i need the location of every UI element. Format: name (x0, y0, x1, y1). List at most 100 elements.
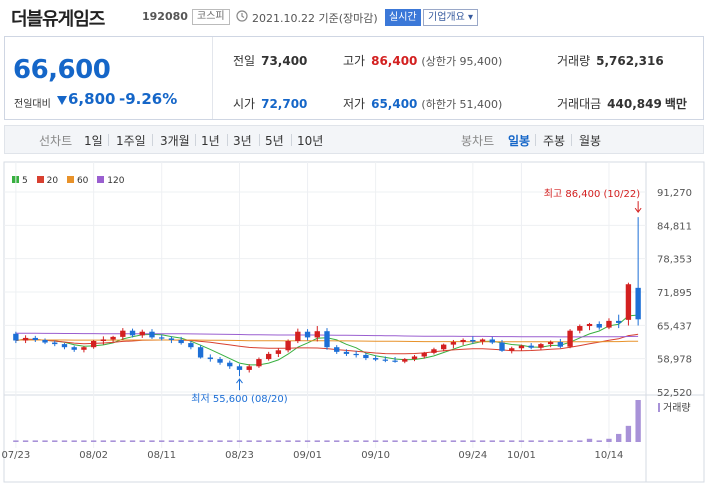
legend-ma120: 120 (97, 176, 124, 186)
tab-1week[interactable]: 1주일 (116, 134, 146, 148)
divider (227, 134, 228, 146)
upper-limit: (상한가 95,400) (421, 55, 503, 68)
candle-body (22, 337, 29, 341)
volume-bar (547, 440, 554, 442)
candle-body (217, 359, 223, 363)
tab-daily[interactable]: 일봉 (508, 134, 531, 148)
volume-bar (13, 440, 19, 442)
divider (259, 134, 260, 146)
x-tick-label: 09/10 (361, 450, 390, 461)
candle-body (372, 358, 379, 360)
volume-bar (606, 438, 612, 442)
volume-bar (470, 440, 476, 442)
candle-body (411, 356, 418, 360)
clock-icon (236, 10, 248, 22)
high-arrow (634, 201, 642, 213)
legend-ma60-label: 60 (76, 176, 89, 186)
volume-value: 5,762,316 (596, 54, 664, 68)
candle-body (431, 349, 437, 353)
tab-3year[interactable]: 3년 (233, 134, 252, 148)
candle-body (295, 331, 301, 342)
volume-bar (314, 440, 320, 442)
low-arrow (236, 378, 243, 391)
x-tick-label: 08/11 (147, 450, 176, 461)
candle-body (52, 342, 58, 345)
candle-body (596, 323, 602, 328)
candle-body (343, 351, 350, 354)
low-label: 저가 (343, 97, 366, 111)
candle-body (577, 326, 583, 331)
candle-body (489, 339, 495, 343)
volume-bar (557, 440, 564, 442)
volume-bar (334, 440, 340, 442)
x-tick-label: 07/23 (1, 450, 30, 461)
y-tick-label: 91,270 (657, 188, 692, 199)
change-rate: -9.26% (119, 90, 178, 108)
candle-body (334, 347, 340, 352)
tab-weekly[interactable]: 주봉 (543, 134, 566, 148)
volume-bar (489, 440, 495, 442)
divider (571, 134, 572, 146)
high-value: 86,400 (371, 54, 418, 68)
candle-body (275, 350, 282, 354)
candle-body (236, 366, 243, 370)
candle-body (392, 360, 398, 362)
legend-swatch (36, 176, 44, 183)
volume-bar (450, 440, 457, 442)
tab-1year[interactable]: 1년 (201, 134, 220, 148)
candle-body (100, 339, 107, 342)
candle-body (42, 339, 48, 343)
volume-bar (363, 440, 369, 442)
volume-bar (479, 440, 486, 442)
candle-body (557, 342, 564, 347)
volume-legend-label: 거래량 (663, 402, 691, 414)
candle-body (538, 344, 544, 348)
volume-bar (207, 440, 213, 442)
legend-swatch (97, 176, 105, 183)
down-triangle-icon (57, 96, 67, 105)
volume-bar (567, 440, 573, 442)
volume-bar (32, 440, 38, 442)
trade-value-stat: 거래대금 440,849 백만 (557, 95, 687, 112)
realtime-badge[interactable]: 실시간 (385, 9, 421, 26)
candle-body (509, 348, 515, 351)
volume-bar (528, 440, 534, 442)
open-value: 72,700 (261, 97, 308, 111)
candle-body (149, 331, 155, 338)
prev-close-value: 73,400 (261, 54, 308, 68)
price-chart[interactable]: 91,270 84,811 78,353 71,895 65,437 58,978 52,5… (0, 160, 708, 484)
chart-toolbar: 선차트 1일 1주일 3개월 1년 3년 5년 10년 봉차트 일봉 주봉 월봉 (4, 125, 704, 154)
tab-monthly[interactable]: 월봉 (579, 134, 602, 148)
tab-3month[interactable]: 3개월 (160, 134, 190, 148)
y-tick-label: 84,811 (657, 221, 692, 232)
volume-bar (402, 440, 408, 442)
candle-body (314, 331, 320, 338)
candle-body (61, 344, 68, 348)
company-overview-button[interactable]: 기업개요 ▾ (423, 9, 478, 26)
volume-bar (197, 440, 204, 442)
volume-bar (460, 440, 466, 442)
market-badge: 코스피 (192, 9, 230, 25)
tab-10year[interactable]: 10년 (297, 134, 324, 148)
change-label: 전일대비 (14, 99, 51, 110)
volume-bar (236, 440, 243, 442)
divider (152, 134, 153, 146)
candle-body (159, 337, 165, 339)
volume-bar (304, 440, 311, 442)
candle-body (197, 347, 204, 358)
current-price: 66,600 (13, 55, 111, 85)
high-annotation: 최고 86,400 (10/22) (544, 188, 640, 200)
high-label: 고가 (343, 54, 366, 68)
volume-bar (392, 440, 398, 442)
candle-body (207, 357, 213, 360)
candle-body (353, 353, 359, 356)
tab-5year[interactable]: 5년 (265, 134, 284, 148)
tab-1day[interactable]: 1일 (84, 134, 103, 148)
volume-bar (71, 440, 77, 442)
divider (291, 134, 292, 146)
candle-body (470, 339, 476, 342)
y-tick-label: 71,895 (657, 288, 692, 299)
candlestick-chart-svg[interactable]: 91,270 84,811 78,353 71,895 65,437 58,978 52,5… (0, 160, 708, 484)
volume-bar (139, 440, 145, 442)
stock-name: 더블유게임즈 (11, 9, 105, 30)
